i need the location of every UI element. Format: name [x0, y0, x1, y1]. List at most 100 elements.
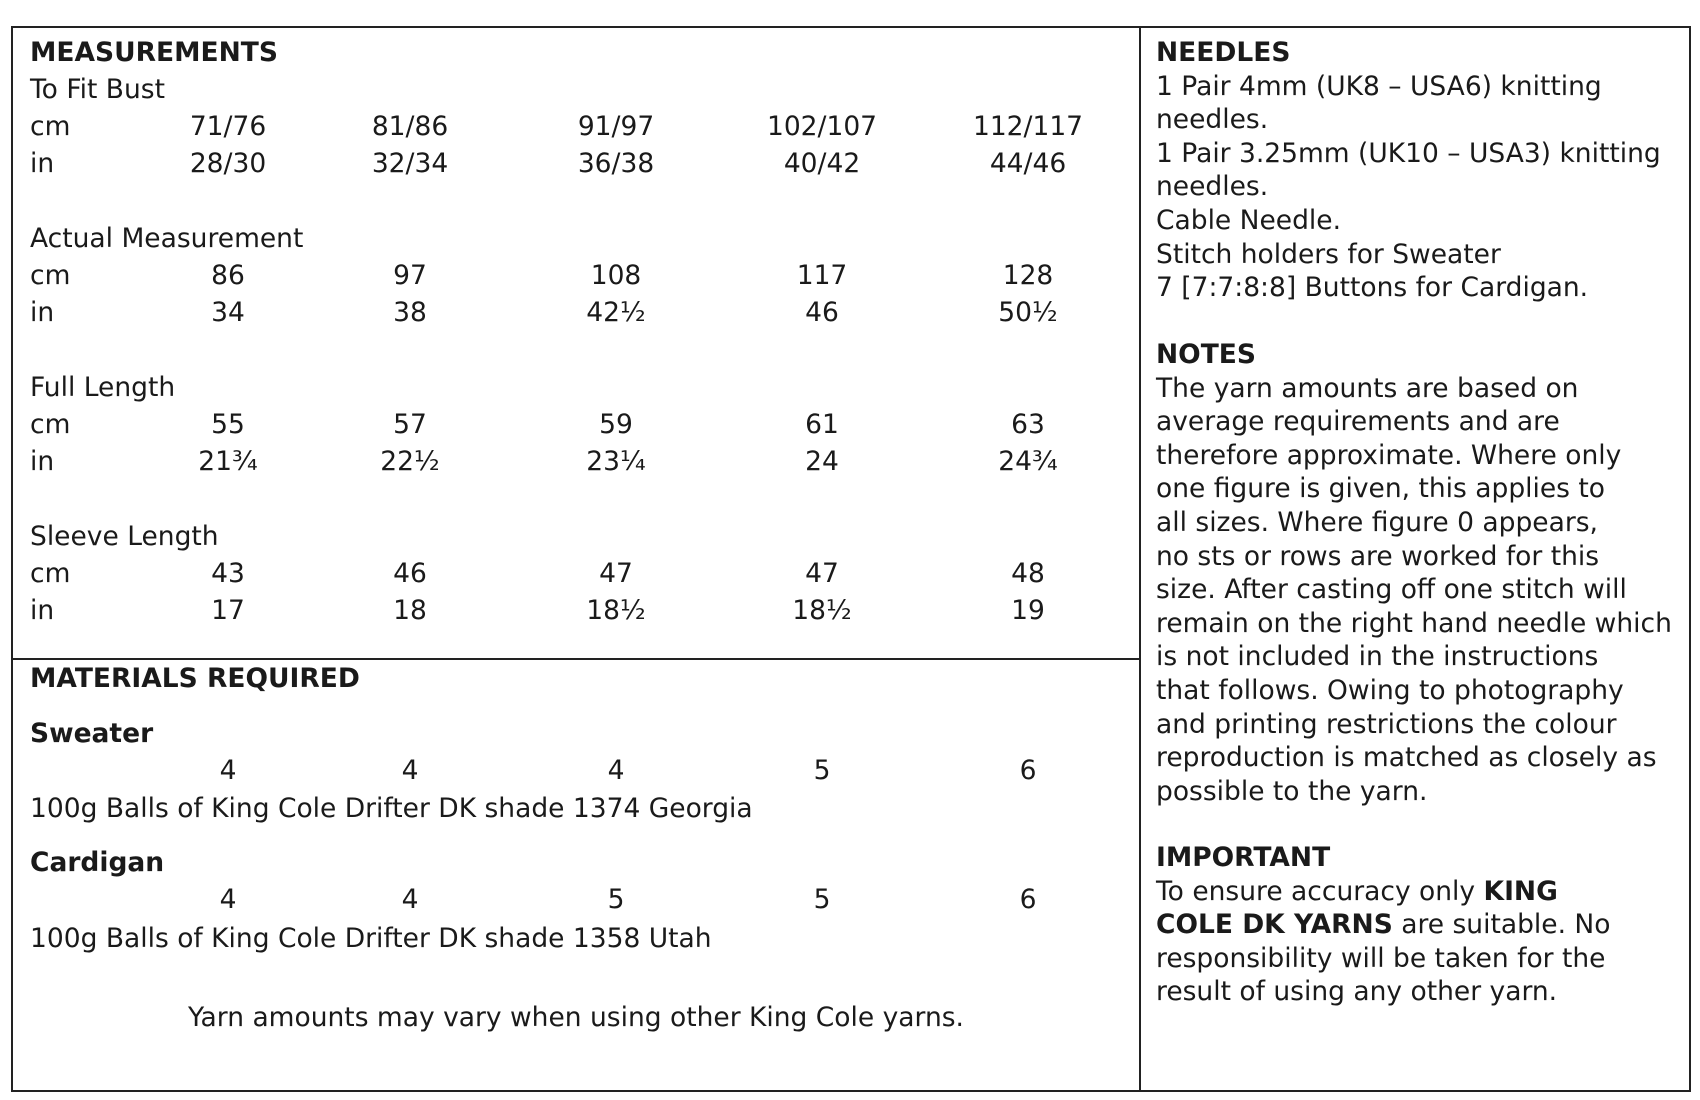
measurement-value: 50½ [998, 297, 1058, 328]
text-line: average requirements and are [1156, 406, 1560, 438]
yarn-amount: 4 [219, 755, 237, 786]
important-section: IMPORTANT To ensure accuracy only KING C… [1156, 841, 1676, 1009]
yarn-amount: 5 [607, 884, 625, 915]
text-line: 7 [7:7:8:8] Buttons for Cardigan. [1156, 272, 1589, 304]
measurement-value: 21¾ [198, 446, 258, 477]
column-divider [1139, 26, 1141, 1092]
text-line: no sts or rows are worked for this [1156, 540, 1600, 572]
measurement-value: 63 [1011, 409, 1045, 440]
measurement-value: 97 [393, 260, 427, 291]
measurement-value: 18½ [586, 595, 646, 626]
notes-text: The yarn amounts are based on average req… [1156, 372, 1676, 809]
sweater-description: 100g Balls of King Cole Drifter DK shade… [30, 793, 753, 824]
important-line-4: result of using any other yarn. [1156, 976, 1558, 1008]
yarn-amount: 6 [1019, 884, 1037, 915]
measurement-value: 28/30 [189, 148, 267, 179]
measurement-value: 71/76 [189, 111, 267, 142]
needles-section: NEEDLES 1 Pair 4mm (UK8 – USA6) knitting… [1156, 36, 1676, 305]
important-text: To ensure accuracy only [1156, 875, 1484, 907]
measurement-label: Full Length [30, 372, 176, 403]
unit-label: cm [30, 111, 71, 142]
measurement-value: 61 [805, 409, 839, 440]
important-text: are suitable. No [1392, 909, 1611, 941]
needles-heading: NEEDLES [1156, 37, 1291, 68]
measurement-value: 108 [590, 260, 642, 291]
measurement-value: 19 [1011, 595, 1045, 626]
yarn-amount: 4 [401, 884, 419, 915]
text-line: needles. [1156, 171, 1269, 203]
measurement-value: 24 [805, 446, 839, 477]
measurement-value: 38 [393, 297, 427, 328]
measurement-value: 18½ [792, 595, 852, 626]
measurement-value: 81/86 [371, 111, 449, 142]
text-line: 1 Pair 4mm (UK8 – USA6) knitting [1156, 70, 1602, 102]
text-line: all sizes. Where figure 0 appears, [1156, 506, 1598, 538]
important-brand-yarns: COLE DK YARNS [1156, 909, 1393, 941]
measurement-value: 24¾ [998, 446, 1058, 477]
measurement-value: 36/38 [577, 148, 655, 179]
text-line: reproduction is matched as closely as [1156, 742, 1657, 774]
measurement-value: 128 [1002, 260, 1054, 291]
measurement-value: 46 [805, 297, 839, 328]
measurement-value: 44/46 [989, 148, 1067, 179]
measurement-value: 17 [211, 595, 245, 626]
unit-label: in [30, 148, 55, 179]
text-line: therefore approximate. Where only [1156, 439, 1622, 471]
cardigan-label: Cardigan [30, 847, 165, 878]
measurement-value: 112/117 [972, 111, 1084, 142]
measurement-value: 102/107 [766, 111, 878, 142]
measurement-value: 117 [796, 260, 848, 291]
text-line: Cable Needle. [1156, 204, 1341, 236]
notes-section: NOTES The yarn amounts are based on avera… [1156, 338, 1676, 808]
measurement-value: 47 [599, 558, 633, 589]
measurement-value: 91/97 [577, 111, 655, 142]
measurements-heading: MEASUREMENTS [30, 37, 278, 68]
measurement-value: 47 [805, 558, 839, 589]
measurement-value: 34 [211, 297, 245, 328]
yarn-amount: 6 [1019, 755, 1037, 786]
text-line: possible to the yarn. [1156, 775, 1428, 807]
measurement-value: 48 [1011, 558, 1045, 589]
unit-label: in [30, 297, 55, 328]
section-divider [11, 658, 1141, 660]
important-line-2: COLE DK YARNS are suitable. No [1156, 908, 1676, 942]
unit-label: cm [30, 558, 71, 589]
important-line-1: To ensure accuracy only KING [1156, 875, 1676, 909]
unit-label: cm [30, 409, 71, 440]
text-line: size. After casting off one stitch will [1156, 574, 1627, 606]
yarn-amount: 5 [813, 755, 831, 786]
text-line: 1 Pair 3.25mm (UK10 – USA3) knitting [1156, 137, 1661, 169]
unit-label: in [30, 595, 55, 626]
measurement-label: To Fit Bust [30, 74, 165, 105]
measurement-value: 86 [211, 260, 245, 291]
measurement-value: 40/42 [783, 148, 861, 179]
measurement-value: 42½ [586, 297, 646, 328]
measurement-label: Actual Measurement [30, 223, 304, 254]
cardigan-description: 100g Balls of King Cole Drifter DK shade… [30, 923, 712, 954]
needles-list: 1 Pair 4mm (UK8 – USA6) knitting needles.… [1156, 70, 1676, 305]
measurement-value: 18 [393, 595, 427, 626]
text-line: and printing restrictions the colour [1156, 708, 1617, 740]
important-heading: IMPORTANT [1156, 842, 1331, 873]
important-brand: KING [1483, 875, 1558, 907]
materials-heading: MATERIALS REQUIRED [30, 663, 360, 694]
text-line: that follows. Owing to photography [1156, 674, 1624, 706]
measurement-value: 32/34 [371, 148, 449, 179]
measurement-label: Sleeve Length [30, 521, 219, 552]
measurement-value: 46 [393, 558, 427, 589]
yarn-amount: 4 [219, 884, 237, 915]
yarn-amount: 5 [813, 884, 831, 915]
text-line: remain on the right hand needle which [1156, 607, 1672, 639]
yarn-amount: 4 [607, 755, 625, 786]
page-frame [11, 26, 1691, 1092]
measurement-value: 55 [211, 409, 245, 440]
unit-label: in [30, 446, 55, 477]
measurement-value: 57 [393, 409, 427, 440]
important-line-3: responsibility will be taken for the [1156, 942, 1606, 974]
text-line: The yarn amounts are based on [1156, 372, 1579, 404]
yarn-amount: 4 [401, 755, 419, 786]
text-line: is not included in the instructions [1156, 641, 1599, 673]
measurement-value: 43 [211, 558, 245, 589]
measurement-value: 59 [599, 409, 633, 440]
text-line: one figure is given, this applies to [1156, 473, 1606, 505]
